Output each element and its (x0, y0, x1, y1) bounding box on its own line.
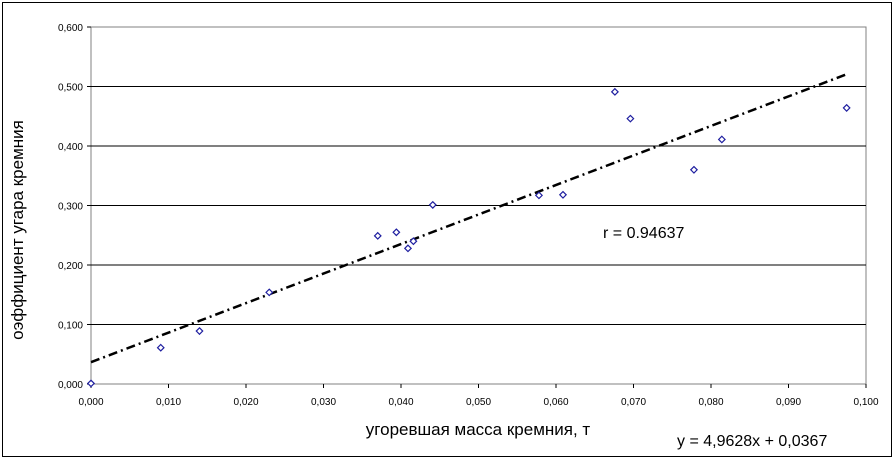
equation-annotation: y = 4,9628x + 0,0367 (677, 433, 827, 450)
x-axis-title: угоревшая масса кремния, т (366, 420, 591, 439)
data-point (689, 165, 698, 174)
x-tick-label: 0,030 (311, 397, 336, 408)
x-tick-label: 0,000 (78, 397, 103, 408)
y-tick-label: 0,400 (58, 142, 83, 153)
x-tick-label: 0,090 (776, 397, 801, 408)
data-point (626, 114, 635, 123)
x-tick-label: 0,050 (466, 397, 491, 408)
data-point (842, 103, 851, 112)
data-point (428, 200, 437, 209)
y-axis-title: оэффициент угара кремния (8, 120, 27, 340)
data-point (392, 228, 401, 237)
data-points (86, 87, 851, 388)
data-point (195, 326, 204, 336)
gridlines (87, 26, 866, 385)
data-point (409, 237, 418, 246)
y-tick-labels: 0,000 0,100 0,200 0,300 0,400 0,500 0,600 (58, 23, 83, 391)
x-tick-label: 0,040 (388, 397, 413, 408)
y-tick-label: 0,300 (58, 202, 83, 213)
r-annotation: r = 0.94637 (603, 225, 685, 242)
y-tick-label: 0,100 (58, 321, 83, 332)
x-tick-labels: 0,000 0,010 0,020 0,030 0,040 0,050 0,060 0,070… (78, 384, 879, 408)
data-point (558, 190, 568, 199)
data-point (265, 288, 274, 297)
x-tick-label: 0,080 (698, 397, 723, 408)
y-tick-label: 0,500 (58, 83, 83, 94)
data-point (717, 135, 726, 144)
data-point (373, 231, 382, 240)
data-point (610, 87, 619, 96)
x-tick-label: 0,010 (156, 397, 181, 408)
trendline-group (90, 73, 848, 364)
data-point (86, 379, 96, 388)
data-point (534, 191, 543, 200)
y-tick-label: 0,600 (58, 23, 83, 34)
x-tick-label: 0,070 (621, 397, 646, 408)
y-tick-label: 0,200 (58, 261, 83, 272)
x-tick-label: 0,100 (853, 397, 878, 408)
x-tick-label: 0,060 (543, 397, 568, 408)
data-point (156, 343, 165, 352)
x-tick-label: 0,020 (233, 397, 258, 408)
y-tick-label: 0,000 (58, 380, 83, 391)
trendline (90, 73, 848, 364)
data-point (403, 244, 413, 253)
